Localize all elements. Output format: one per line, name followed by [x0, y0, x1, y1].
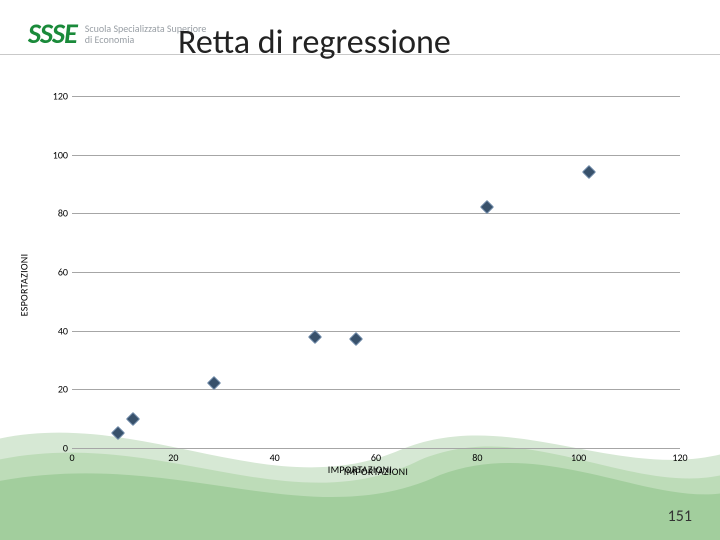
y-tick-label: 0: [46, 442, 68, 455]
x-tick-label: 100: [571, 451, 586, 464]
data-point: [126, 412, 140, 426]
data-point: [111, 426, 125, 440]
y-tick-label: 100: [46, 148, 68, 161]
data-point: [349, 332, 363, 346]
gridline: [72, 389, 680, 390]
x-tick-label: 0: [69, 451, 74, 464]
gridline: [72, 331, 680, 332]
x-tick-label: 120: [672, 451, 687, 464]
gridline: [72, 96, 680, 97]
y-tick-label: 40: [46, 324, 68, 337]
x-tick-label: 80: [472, 451, 482, 464]
x-axis-label: IMPORTAZIONI: [328, 463, 392, 476]
gridline: [72, 155, 680, 156]
page-number: 151: [668, 507, 692, 526]
slide: SSSE Scuola Specializzata Superiore di E…: [0, 0, 720, 540]
plot-area: 020406080100120020406080100120IMPORTAZIO…: [72, 96, 680, 448]
x-tick-label: 40: [270, 451, 280, 464]
logo-mark: SSSE: [28, 16, 77, 51]
y-axis-label: ESPORTAZIONI: [18, 254, 31, 317]
gridline: [72, 272, 680, 273]
regression-scatter-chart: ESPORTAZIONI 020406080100120020406080100…: [30, 90, 690, 480]
page-title: Retta di regressione: [178, 22, 451, 63]
y-tick-label: 120: [46, 90, 68, 103]
y-tick-label: 20: [46, 383, 68, 396]
x-tick-label: 20: [168, 451, 178, 464]
y-tick-label: 80: [46, 207, 68, 220]
gridline: [72, 213, 680, 214]
y-tick-label: 60: [46, 266, 68, 279]
data-point: [582, 165, 596, 179]
gridline: [72, 448, 680, 449]
